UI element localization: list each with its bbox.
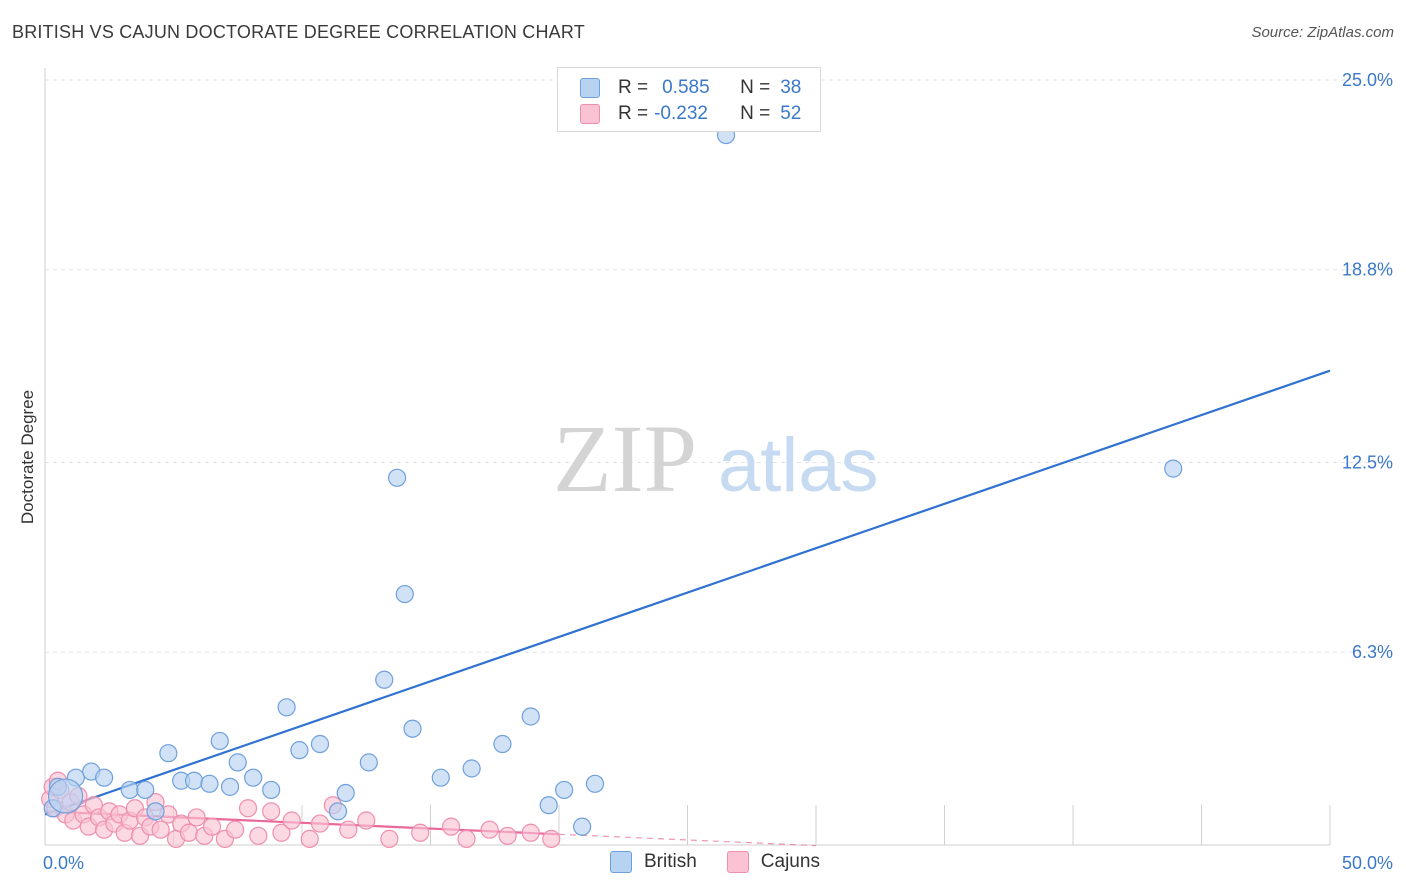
british-point (387, 468, 407, 487)
cajun-point (202, 817, 222, 836)
british-point (431, 768, 450, 787)
cajun-point (226, 820, 245, 839)
cajun-point (441, 817, 461, 836)
cajun-point (151, 820, 170, 839)
legend-item-cajuns[interactable]: Cajuns (726, 851, 820, 873)
x-tick-label: 0.0% (43, 853, 84, 873)
cajuns-legend-label: Cajuns (760, 851, 820, 872)
cajun-point (498, 826, 517, 845)
british-point (403, 719, 422, 738)
source-label: Source: ZipAtlas.com (1251, 24, 1394, 41)
legend-n-value: 52 (780, 103, 802, 124)
british-point (585, 774, 605, 793)
tick-labels: 6.3% 12.5% 18.8% 25.0% 0.0% 50.0% (43, 70, 1393, 873)
cajun-point (457, 829, 476, 848)
british-point (210, 731, 229, 751)
cajun-swatch (726, 851, 749, 873)
legend-row-cajuns: R = -0.232 N = 52 (580, 102, 801, 126)
watermark-zip: ZIP (553, 405, 697, 512)
british-swatch (610, 851, 632, 873)
british-point (277, 698, 296, 717)
cajun-point (310, 814, 330, 833)
y-tick-label: 18.8% (1342, 260, 1393, 280)
legend-r-label: R = (618, 103, 649, 124)
cajun-point (521, 823, 540, 842)
british-point (395, 584, 414, 604)
british-point (159, 744, 178, 763)
british-point (310, 734, 330, 754)
cajun-point (380, 829, 399, 848)
cajun-point (249, 826, 268, 845)
cajun-point (187, 808, 206, 827)
british-point (220, 777, 240, 796)
legend-n-value: 38 (780, 77, 802, 98)
british-point (47, 778, 84, 814)
british-points (43, 125, 1183, 836)
series-legend: British Cajuns (610, 851, 850, 873)
british-point (375, 670, 394, 689)
chart-title: BRITISH VS CAJUN DOCTORATE DEGREE CORREL… (12, 22, 585, 42)
british-point (573, 817, 592, 836)
y-tick-label: 12.5% (1342, 453, 1393, 473)
legend-r-label: R = (618, 77, 649, 98)
axes (44, 68, 1330, 846)
british-point (290, 741, 309, 760)
cajun-point (411, 823, 430, 842)
legend-n-label: N = (740, 103, 771, 124)
correlation-legend: R = 0.585 N = 38 R = -0.232 N = 52 (557, 67, 821, 132)
legend-n-label: N = (740, 77, 771, 98)
watermark: ZIP atlas (553, 405, 879, 512)
cajun-point (339, 820, 358, 839)
british-point (228, 753, 247, 772)
legend-r-value: -0.232 (654, 103, 708, 124)
x-tick-label: 50.0% (1342, 853, 1393, 873)
british-swatch (580, 78, 600, 98)
british-point (244, 768, 263, 787)
british-point (262, 780, 281, 800)
cajun-point (179, 823, 199, 842)
british-point (539, 796, 558, 815)
cajun-point (480, 820, 499, 839)
y-tick-label: 6.3% (1352, 642, 1393, 662)
cajun-point (282, 811, 301, 830)
legend-row-british: R = 0.585 N = 38 (580, 76, 801, 100)
british-point (184, 771, 204, 790)
cajun-point (262, 802, 281, 821)
watermark-atlas: atlas (718, 423, 879, 508)
british-point (493, 734, 512, 754)
british-trend-line (44, 369, 1331, 816)
cajun-trend-extension (558, 833, 817, 847)
cajun-point (238, 799, 258, 818)
british-point (555, 780, 574, 800)
british-point (328, 802, 348, 821)
cajun-point (542, 829, 561, 848)
british-point (336, 783, 355, 803)
british-point (136, 780, 155, 800)
british-point (359, 753, 378, 772)
british-point (146, 802, 165, 821)
british-point (95, 768, 114, 787)
british-point (120, 780, 139, 800)
legend-r-value: 0.585 (662, 77, 710, 98)
cajun-swatch (580, 104, 600, 124)
cajun-point (300, 829, 319, 848)
y-tick-label: 25.0% (1342, 70, 1393, 90)
british-legend-label: British (644, 851, 697, 872)
british-point (462, 759, 481, 778)
british-point (1164, 459, 1183, 478)
cajun-point (272, 823, 291, 842)
british-point (521, 707, 540, 726)
british-point (200, 774, 219, 793)
y-axis-label: Doctorate Degree (18, 390, 37, 524)
legend-item-british[interactable]: British (610, 851, 697, 873)
cajun-point (357, 811, 376, 830)
cajun-points (41, 771, 561, 848)
